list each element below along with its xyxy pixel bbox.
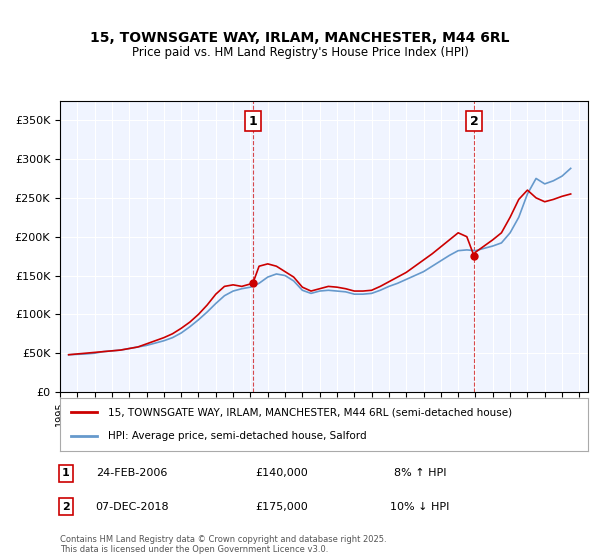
Text: HPI: Average price, semi-detached house, Salford: HPI: Average price, semi-detached house,…: [107, 431, 366, 441]
Text: £140,000: £140,000: [256, 468, 308, 478]
Text: 24-FEB-2006: 24-FEB-2006: [97, 468, 167, 478]
Text: 15, TOWNSGATE WAY, IRLAM, MANCHESTER, M44 6RL (semi-detached house): 15, TOWNSGATE WAY, IRLAM, MANCHESTER, M4…: [107, 408, 512, 418]
Text: 15, TOWNSGATE WAY, IRLAM, MANCHESTER, M44 6RL: 15, TOWNSGATE WAY, IRLAM, MANCHESTER, M4…: [90, 31, 510, 45]
Text: 1: 1: [248, 115, 257, 128]
Text: 07-DEC-2018: 07-DEC-2018: [95, 502, 169, 512]
Text: 8% ↑ HPI: 8% ↑ HPI: [394, 468, 446, 478]
Text: Contains HM Land Registry data © Crown copyright and database right 2025.
This d: Contains HM Land Registry data © Crown c…: [60, 535, 386, 554]
Text: 2: 2: [62, 502, 70, 512]
Text: 1: 1: [62, 468, 70, 478]
Text: 10% ↓ HPI: 10% ↓ HPI: [391, 502, 449, 512]
Text: Price paid vs. HM Land Registry's House Price Index (HPI): Price paid vs. HM Land Registry's House …: [131, 46, 469, 59]
Text: 2: 2: [470, 115, 478, 128]
Text: £175,000: £175,000: [256, 502, 308, 512]
